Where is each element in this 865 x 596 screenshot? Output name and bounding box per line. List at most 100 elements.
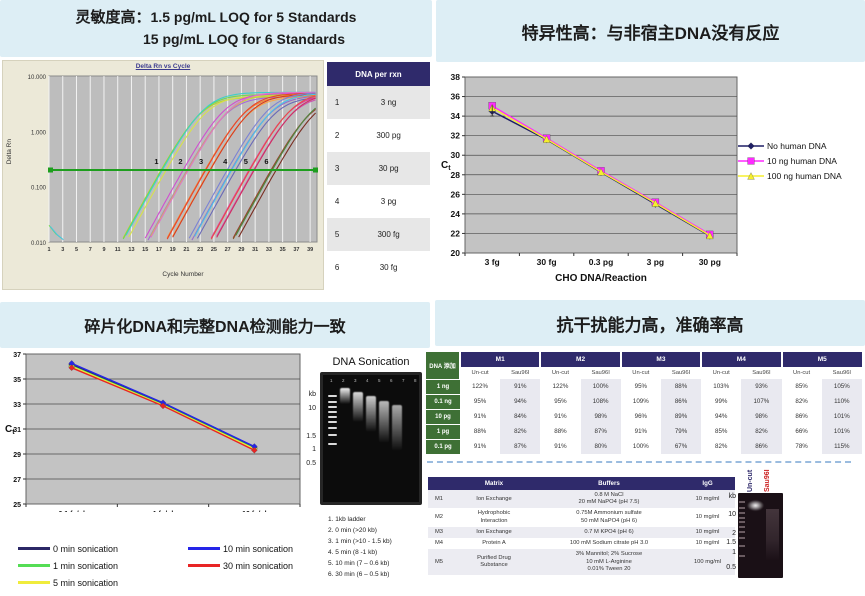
dna-table-cell: 300 fg: [347, 218, 430, 251]
gel2-sau96i-smear: [766, 509, 779, 561]
gel1-dna-smear: [353, 392, 363, 422]
matrix-table-row: M1 Ion Exchange 0.8 M NaCl 20 mM NaPO4 (pH…: [428, 490, 735, 509]
legend-label: 100 ng human DNA: [767, 171, 842, 181]
matrix-table-cell: 0.7 M KPO4 (pH 6): [538, 526, 680, 539]
spike-table-subheader: Sau96I: [500, 367, 541, 379]
spike-table-value: 78%: [795, 443, 808, 450]
matrix-table-cell: 10 mg/ml: [680, 490, 735, 509]
svg-text:5: 5: [244, 157, 248, 166]
svg-text:27: 27: [225, 247, 231, 253]
spike-table-value: 91%: [634, 428, 648, 435]
matrix-table-header: [428, 477, 450, 490]
gel1-lane-number: 2: [342, 378, 345, 383]
svg-text:13: 13: [128, 247, 134, 253]
amplification-chart-title: Delta Rn vs Cycle: [135, 63, 191, 70]
svg-text:33: 33: [266, 247, 272, 253]
legend-item: 5 min sonication: [18, 578, 188, 588]
dna-table-cell: 300 pg: [376, 131, 401, 140]
dna-table-cell: 3 ng: [347, 86, 430, 119]
legend-label: 0 min sonication: [53, 543, 119, 554]
matrix-table-row: M5 Purified Drug Substance 3% Mannitol; 2%…: [428, 549, 735, 576]
svg-text:32: 32: [451, 131, 461, 141]
svg-text:3: 3: [199, 157, 203, 166]
spike-table-value: 94%: [500, 394, 541, 409]
matrix-table-cell: Purified Drug Substance: [450, 549, 538, 576]
spike-table-value: 101%: [821, 424, 862, 439]
spike-table-value: 95%: [473, 398, 487, 405]
legend-label: 10 ng human DNA: [767, 156, 837, 166]
legend-label: 1 min sonication: [53, 560, 119, 571]
spike-table-value: 98%: [580, 409, 621, 424]
spike-table-value: 101%: [821, 409, 862, 424]
specificity-legend: No human DNA 10 ng human DNA 100 ng human …: [738, 141, 842, 181]
svg-text:34: 34: [451, 111, 461, 121]
spike-table-value: 105%: [821, 379, 862, 394]
spike-table-value: 88%: [660, 379, 702, 394]
svg-text:10 fg/ul: 10 fg/ul: [242, 511, 267, 512]
spike-table-value: 103%: [713, 383, 730, 390]
kb-label: kb: [308, 391, 316, 398]
spike-table-value: 86%: [795, 413, 808, 420]
matrix-table-cell: 100 mg/ml: [680, 549, 735, 576]
svg-text:11: 11: [115, 247, 121, 253]
spike-table-value: 122%: [472, 383, 488, 390]
dna-table-cell: 4: [334, 197, 340, 206]
spike-table-row-label: 0.1 pg: [426, 438, 460, 454]
legend-item: No human DNA: [738, 141, 842, 151]
dna-table-row: 3 30 pg: [327, 152, 430, 185]
amplification-x-axis-label: Cycle Number: [162, 271, 204, 278]
matrix-table-cell: M4: [434, 540, 444, 547]
matrix-table-header: IgG: [680, 477, 735, 490]
svg-text:7: 7: [89, 247, 92, 253]
spike-table-value: 89%: [660, 409, 702, 424]
spike-table-value: 100%: [632, 443, 649, 450]
matrix-table-cell: M1: [428, 490, 450, 509]
spike-table-subheader: Un-cut: [540, 367, 581, 379]
spike-table-value: 88%: [473, 428, 487, 435]
spike-table-value: 85%: [795, 383, 808, 390]
sonication-ct-plot: 25 27 29 31 33 35 37 0.1 fg/ul 1 fg/ul 10 fg/ul Ct: [5, 352, 301, 518]
svg-text:39: 39: [307, 247, 313, 253]
spike-table-row-label: 1 pg: [426, 423, 460, 439]
gel2-kb-ladder-labels: kb 10 2 1.5 1 0.5: [712, 493, 736, 578]
spike-table-subheader: Sau96I: [580, 367, 621, 379]
svg-text:17: 17: [156, 247, 162, 253]
gel2-uncut-label: Un-cut: [747, 469, 754, 492]
kb-label: 10: [728, 511, 736, 518]
matrix-table-cell: Ion Exchange: [450, 526, 538, 539]
legend-swatch: [738, 157, 764, 165]
spike-table-value: 99%: [715, 398, 728, 405]
gel2-ladder-band: [739, 526, 745, 528]
matrix-table-cell: M3: [428, 526, 450, 539]
svg-text:25: 25: [211, 247, 217, 253]
spike-table-subheader: Sau96I: [821, 367, 862, 379]
kb-label: 1: [312, 446, 316, 453]
dna-table-row: 4 3 pg: [327, 185, 430, 218]
spike-table-value: 95%: [634, 383, 648, 390]
svg-text:33: 33: [13, 402, 21, 409]
sonication-gel-image: 1 2 3 4 5 6 7 8: [320, 372, 422, 505]
spike-table-value: 100%: [580, 379, 621, 394]
matrix-table-cell: Protein A: [482, 540, 506, 547]
matrix-table-cell: M5: [428, 549, 450, 576]
spike-table-value: 88%: [554, 428, 567, 435]
svg-text:20: 20: [451, 248, 461, 258]
spike-table-value: 87%: [500, 439, 541, 454]
specificity-title-text: 特异性高：与非宿主DNA没有反应: [521, 23, 780, 43]
gel1-ladder-band: [328, 395, 337, 397]
gel1-ladder-band: [328, 411, 337, 413]
interference-title-bar: 抗干扰能力高，准确率高: [435, 300, 865, 346]
svg-text:29: 29: [13, 452, 21, 459]
matrix-table-cell: 0.75M Ammonium sulfate 50 mM NaPO4 (pH 6…: [576, 510, 642, 524]
legend-item: 1 min sonication: [18, 561, 188, 571]
gel1-ladder-band: [328, 443, 337, 445]
svg-text:3 pg: 3 pg: [647, 257, 664, 267]
spike-table-row: 1 ng 122% 91% 122% 100% 95% 88% 103% 93% 85% 105%: [426, 378, 862, 394]
svg-text:36: 36: [451, 92, 461, 102]
kb-label: 10: [308, 405, 316, 412]
svg-text:38: 38: [451, 72, 461, 82]
gel1-lane-number: 1: [330, 378, 333, 383]
legend-label: 10 min sonication: [223, 543, 294, 554]
svg-text:1.000: 1.000: [31, 130, 47, 136]
